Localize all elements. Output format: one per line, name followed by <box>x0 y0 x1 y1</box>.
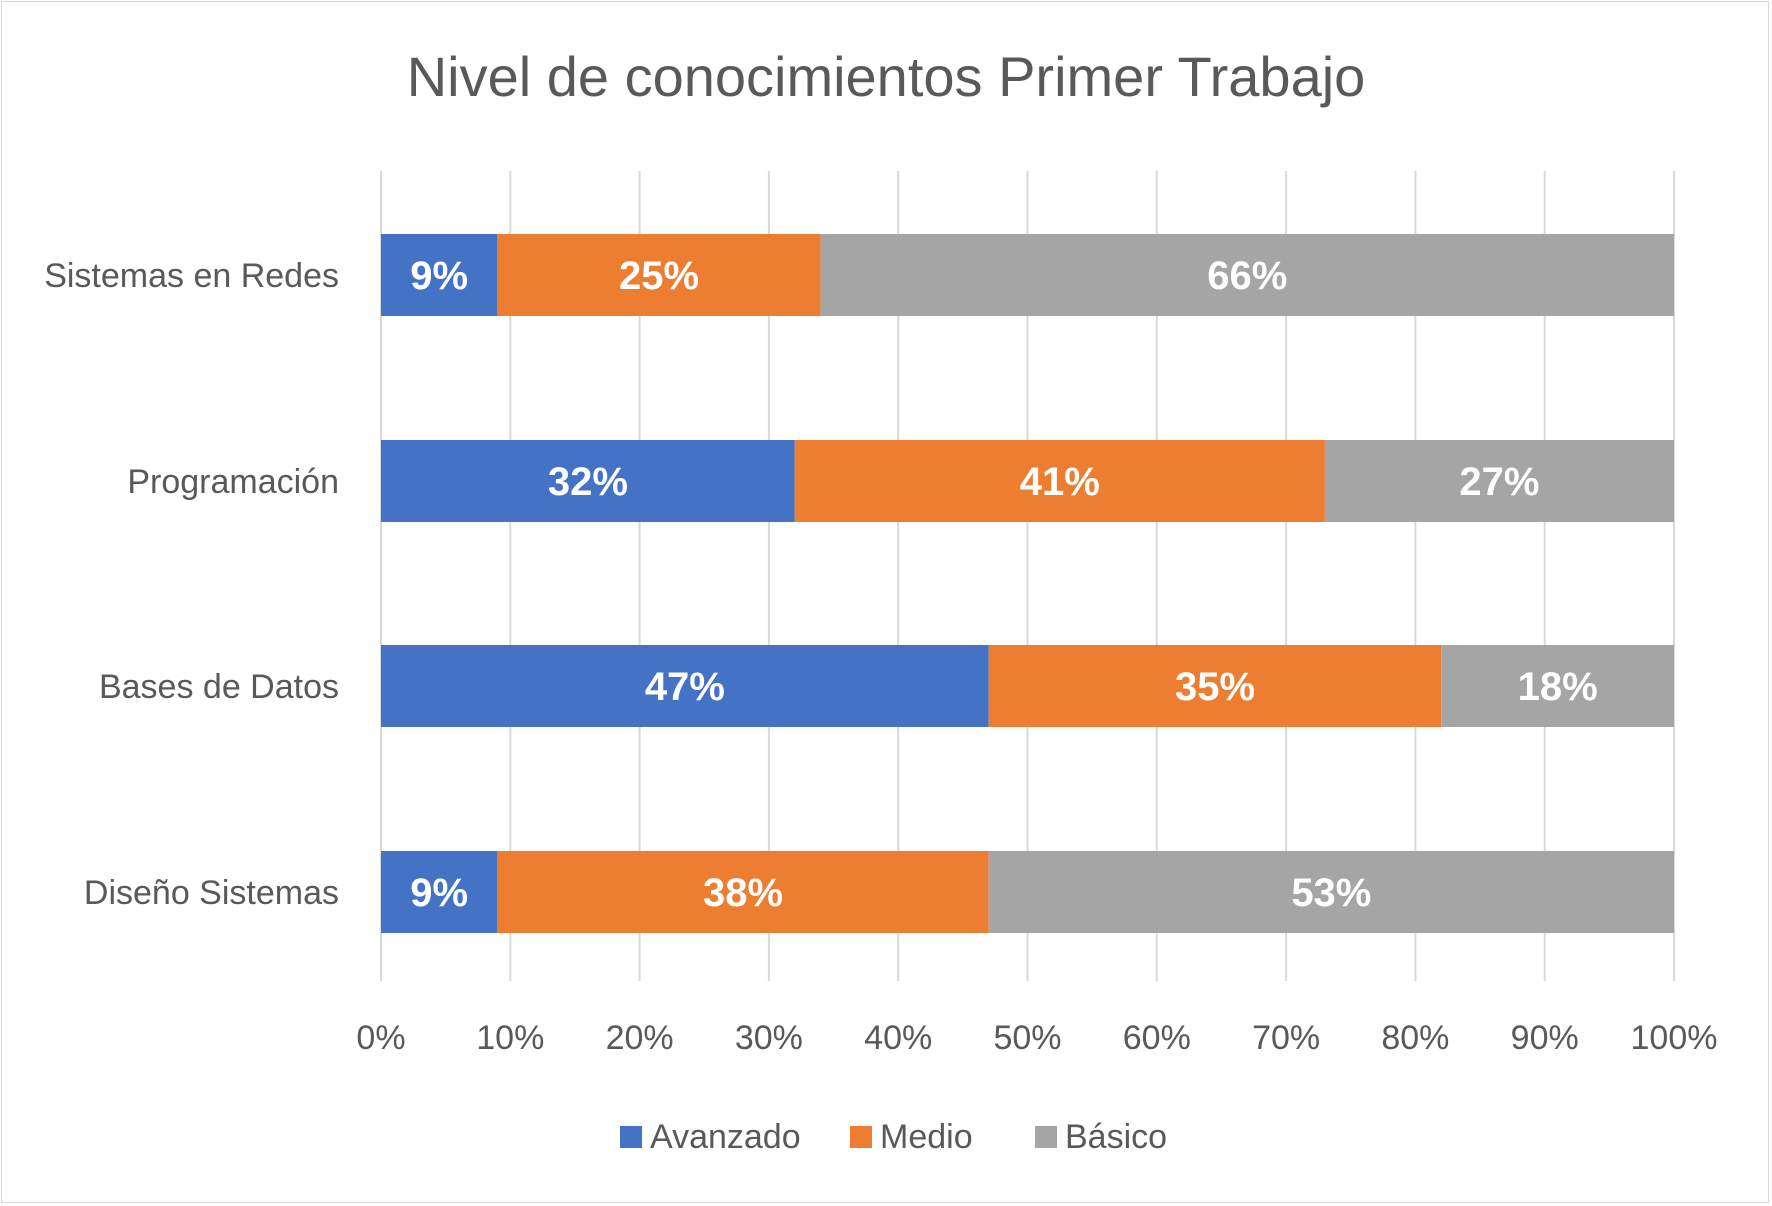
bar-medio-2 <box>988 645 1442 727</box>
bar-avanzado-2 <box>381 645 989 727</box>
legend-label-avanzado: Avanzado <box>650 1118 801 1156</box>
data-label-basico-0: 66% <box>1207 254 1287 298</box>
legend-label-basico: Básico <box>1065 1118 1167 1156</box>
x-tick-label-7: 70% <box>1252 1019 1320 1057</box>
data-label-medio-0: 25% <box>619 254 699 298</box>
data-label-avanzado-2: 47% <box>645 665 725 709</box>
bar-medio-3 <box>497 851 989 933</box>
bar-basico-2 <box>1441 645 1674 727</box>
category-label-3: Diseño Sistemas <box>84 874 339 912</box>
x-tick-label-5: 50% <box>993 1019 1061 1057</box>
bar-basico-1 <box>1324 440 1674 522</box>
data-label-medio-1: 41% <box>1020 460 1100 504</box>
bar-avanzado-3 <box>381 851 498 933</box>
bar-basico-3 <box>988 851 1674 933</box>
legend-swatch-avanzado <box>620 1126 642 1148</box>
category-label-0: Sistemas en Redes <box>44 257 339 295</box>
legend-swatch-basico <box>1035 1126 1057 1148</box>
data-label-medio-2: 35% <box>1175 665 1255 709</box>
x-tick-label-4: 40% <box>864 1019 932 1057</box>
data-label-basico-3: 53% <box>1291 871 1371 915</box>
bars: 9% 25% 66% 32% 41% 27% 47% 35% 18% 9% 38% 53% <box>381 234 1674 933</box>
x-axis-ticks: 0% 10% 20% 30% 40% 50% 60% 70% 80% 90% 100% <box>356 1019 1717 1057</box>
y-axis-categories: Sistemas en Redes Programación Bases de Da… <box>44 257 339 912</box>
legend: Avanzado Medio Básico <box>620 1118 1167 1156</box>
x-tick-label-10: 100% <box>1631 1019 1718 1057</box>
data-label-basico-2: 18% <box>1518 665 1598 709</box>
x-tick-label-0: 0% <box>356 1019 405 1057</box>
chart-title: Nivel de conocimientos Primer Trabajo <box>407 45 1366 108</box>
legend-swatch-medio <box>850 1126 872 1148</box>
bar-avanzado-1 <box>381 440 795 522</box>
bar-medio-0 <box>497 234 821 316</box>
x-tick-label-3: 30% <box>735 1019 803 1057</box>
x-tick-label-6: 60% <box>1123 1019 1191 1057</box>
bar-avanzado-0 <box>381 234 498 316</box>
data-label-basico-1: 27% <box>1459 460 1539 504</box>
bar-basico-0 <box>820 234 1674 316</box>
x-tick-label-2: 20% <box>606 1019 674 1057</box>
category-label-2: Bases de Datos <box>99 668 339 706</box>
x-tick-label-1: 10% <box>476 1019 544 1057</box>
x-tick-label-8: 80% <box>1381 1019 1449 1057</box>
x-tick-label-9: 90% <box>1511 1019 1579 1057</box>
data-label-avanzado-3: 9% <box>410 871 468 915</box>
data-label-avanzado-1: 32% <box>548 460 628 504</box>
legend-label-medio: Medio <box>880 1118 973 1156</box>
bar-medio-1 <box>794 440 1325 522</box>
category-label-1: Programación <box>127 463 339 501</box>
data-label-avanzado-0: 9% <box>410 254 468 298</box>
data-label-medio-3: 38% <box>703 871 783 915</box>
